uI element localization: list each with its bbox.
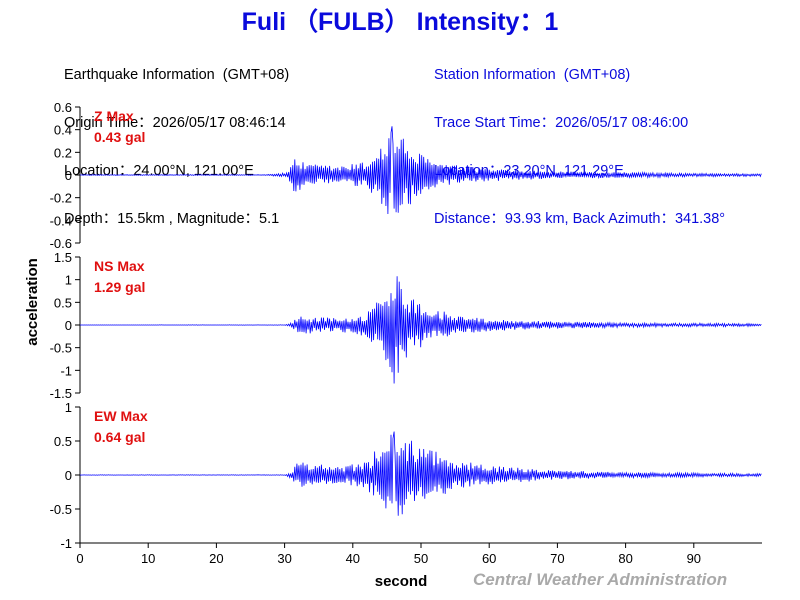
y-tick-label: 0.5 (54, 295, 72, 310)
agency-footer: Central Weather Administration (473, 570, 728, 589)
y-tick-label: 1.5 (54, 250, 72, 265)
y-tick-label: -0.5 (50, 502, 72, 517)
x-tick-label: 40 (346, 551, 360, 566)
trace-ns (79, 276, 762, 384)
y-tick-label: 0 (65, 168, 72, 183)
y-tick-label: -0.2 (50, 191, 72, 206)
max-label-ew: EW Max (94, 408, 148, 424)
y-tick-label: -1 (60, 536, 72, 551)
x-tick-label: 80 (618, 551, 632, 566)
y-tick-label: 1 (65, 400, 72, 415)
x-tick-label: 10 (141, 551, 155, 566)
max-value-z: 0.43 gal (94, 129, 145, 145)
max-label-ns: NS Max (94, 258, 145, 274)
x-tick-label: 60 (482, 551, 496, 566)
y-tick-label: 1 (65, 273, 72, 288)
y-axis-label: acceleration (24, 258, 41, 346)
max-label-z: Z Max (94, 108, 134, 124)
y-tick-label: 0.6 (54, 100, 72, 115)
origin-time: Origin Time：2026/05/17 08:46:14 (64, 115, 286, 131)
max-value-ns: 1.29 gal (94, 279, 145, 295)
max-value-ew: 0.64 gal (94, 429, 145, 445)
y-tick-label: 0 (65, 468, 72, 483)
page-title: Fuli （FULB） Intensity：1 (241, 8, 559, 36)
trace-start-time: Trace Start Time：2026/05/17 08:46:00 (434, 115, 689, 131)
station-info-heading: Station Information (GMT+08) (434, 67, 631, 83)
trace-z (79, 126, 762, 215)
y-tick-label: 0.4 (54, 123, 72, 138)
y-tick-label: -0.6 (50, 236, 72, 251)
x-tick-label: 70 (550, 551, 564, 566)
y-tick-label: -0.5 (50, 341, 72, 356)
x-tick-label: 90 (687, 551, 701, 566)
y-tick-label: 0 (65, 318, 72, 333)
x-axis-label: second (375, 573, 428, 590)
y-tick-label: -1 (60, 363, 72, 378)
distance-azimuth: Distance：93.93 km, Back Azimuth：341.38° (434, 211, 726, 227)
depth-magnitude: Depth：15.5km , Magnitude：5.1 (64, 211, 280, 227)
x-tick-label: 20 (209, 551, 223, 566)
y-tick-label: 0.2 (54, 145, 72, 160)
x-tick-label: 50 (414, 551, 428, 566)
earthquake-info-heading: Earthquake Information (GMT+08) (64, 67, 290, 83)
x-tick-label: 30 (277, 551, 291, 566)
y-tick-label: -1.5 (50, 386, 72, 401)
trace-ew (79, 431, 762, 516)
y-tick-label: 0.5 (54, 434, 72, 449)
x-tick-label: 0 (76, 551, 83, 566)
y-tick-label: -0.4 (50, 213, 72, 228)
